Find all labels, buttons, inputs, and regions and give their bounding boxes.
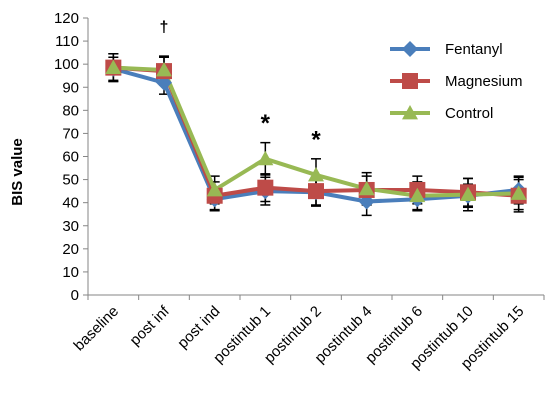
- legend-marker-control: [402, 105, 418, 120]
- y-tick-label: 60: [62, 149, 79, 166]
- y-tick-label: 80: [62, 102, 79, 119]
- point-control: [206, 181, 223, 197]
- point-control: [358, 180, 375, 196]
- point-control: [409, 187, 426, 203]
- series-markers: [105, 59, 527, 210]
- y-tick-label: 20: [62, 241, 79, 258]
- x-tick-label: post inf: [127, 302, 174, 349]
- x-tick-label: post ind: [174, 303, 223, 352]
- legend-label-fentanyl: Fentanyl: [445, 41, 503, 58]
- y-tick-label: 120: [54, 10, 79, 27]
- asterisk-annotation: *: [261, 110, 271, 137]
- point-control: [308, 166, 324, 182]
- chart-axes: [83, 17, 545, 300]
- y-tick-label: 50: [62, 172, 79, 189]
- point-control: [105, 59, 122, 75]
- legend-marker-magnesium: [402, 73, 418, 89]
- asterisk-annotation: *: [311, 126, 321, 153]
- y-tick-label: 110: [55, 33, 79, 50]
- legend: Fentanyl Magnesium Control: [390, 41, 523, 122]
- point-control: [156, 61, 172, 77]
- x-tick-label: baseline: [71, 303, 123, 355]
- y-tick-labels: 0 10 20 30 40 50 60 70 80 90 100 110 120: [54, 10, 79, 304]
- legend-marker-fentanyl: [402, 41, 418, 57]
- legend-label-control: Control: [445, 105, 493, 122]
- y-axis-title: BIS value: [9, 138, 26, 206]
- point-magnesium: [308, 183, 324, 200]
- dagger-annotation: †: [160, 19, 169, 36]
- y-tick-label: 0: [71, 287, 79, 304]
- y-tick-label: 40: [62, 195, 79, 212]
- point-control: [510, 185, 527, 200]
- point-control: [460, 186, 476, 201]
- point-magnesium: [257, 179, 274, 196]
- legend-label-magnesium: Magnesium: [445, 73, 523, 90]
- significance-annotations: † * *: [160, 19, 322, 153]
- y-tick-label: 90: [62, 79, 79, 96]
- point-control: [257, 150, 274, 166]
- y-tick-label: 100: [54, 56, 79, 73]
- y-tick-label: 10: [62, 264, 79, 281]
- y-tick-label: 70: [62, 125, 79, 142]
- y-tick-label: 30: [62, 218, 79, 235]
